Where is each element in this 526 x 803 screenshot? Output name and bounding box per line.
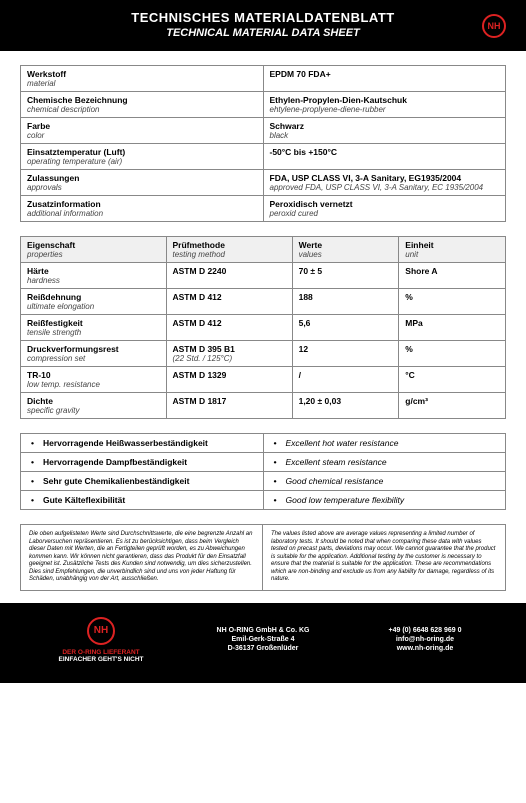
feature-row: Sehr gute ChemikalienbeständigkeitGood c… <box>21 472 506 491</box>
col-property: Eigenschaftproperties <box>21 237 167 263</box>
footer-logo-col: NH DER O-RING LIEFERANT EINFACHER GEHT'S… <box>20 617 182 663</box>
header-bar: TECHNISCHES MATERIALDATENBLATT TECHNICAL… <box>0 0 526 51</box>
property-row: Druckverformungsrestcompression setASTM … <box>21 341 506 367</box>
info-row: FarbecolorSchwarzblack <box>21 118 506 144</box>
logo-icon: NH <box>482 14 506 38</box>
info-row: Zusatzinformationadditional informationP… <box>21 196 506 222</box>
properties-table: Eigenschaftproperties Prüfmethodetesting… <box>20 236 506 419</box>
feature-row: Hervorragende DampfbeständigkeitExcellen… <box>21 453 506 472</box>
info-table: WerkstoffmaterialEPDM 70 FDA+Chemische B… <box>20 65 506 222</box>
info-row: ZulassungenapprovalsFDA, USP CLASS VI, 3… <box>21 170 506 196</box>
footer-tag2: EINFACHER GEHT'S NICHT <box>20 656 182 663</box>
col-values: Wertevalues <box>292 237 399 263</box>
title-en: TECHNICAL MATERIAL DATA SHEET <box>20 27 506 39</box>
property-row: Reißfestigkeittensile strengthASTM D 412… <box>21 315 506 341</box>
disclaimer-box: Die oben aufgelisteten Werte sind Durchs… <box>20 524 506 591</box>
info-row: Einsatztemperatur (Luft)operating temper… <box>21 144 506 170</box>
disclaimer-de: Die oben aufgelisteten Werte sind Durchs… <box>21 525 263 590</box>
disclaimer-en: The values listed above are average valu… <box>263 525 505 590</box>
footer-bar: NH DER O-RING LIEFERANT EINFACHER GEHT'S… <box>0 603 526 683</box>
footer-address: NH O-RING GmbH & Co. KG Emil-Gerk-Straße… <box>182 626 344 653</box>
footer-tag1: DER O-RING LIEFERANT <box>20 649 182 656</box>
title-de: TECHNISCHES MATERIALDATENBLATT <box>20 10 506 25</box>
features-table: Hervorragende HeißwasserbeständigkeitExc… <box>20 433 506 510</box>
footer-logo-icon: NH <box>87 617 115 645</box>
col-unit: Einheitunit <box>399 237 506 263</box>
info-row: WerkstoffmaterialEPDM 70 FDA+ <box>21 66 506 92</box>
property-row: TR-10low temp. resistanceASTM D 1329/°C <box>21 367 506 393</box>
property-row: Reißdehnungultimate elongationASTM D 412… <box>21 289 506 315</box>
feature-row: Hervorragende HeißwasserbeständigkeitExc… <box>21 434 506 453</box>
col-method: Prüfmethodetesting method <box>166 237 292 263</box>
property-row: HärtehardnessASTM D 224070 ± 5Shore A <box>21 263 506 289</box>
footer-contact: +49 (0) 6648 628 969 0 info@nh-oring.de … <box>344 626 506 653</box>
feature-row: Gute KälteflexibilitätGood low temperatu… <box>21 491 506 510</box>
property-row: Dichtespecific gravityASTM D 18171,20 ± … <box>21 393 506 419</box>
info-row: Chemische Bezeichnungchemical descriptio… <box>21 92 506 118</box>
